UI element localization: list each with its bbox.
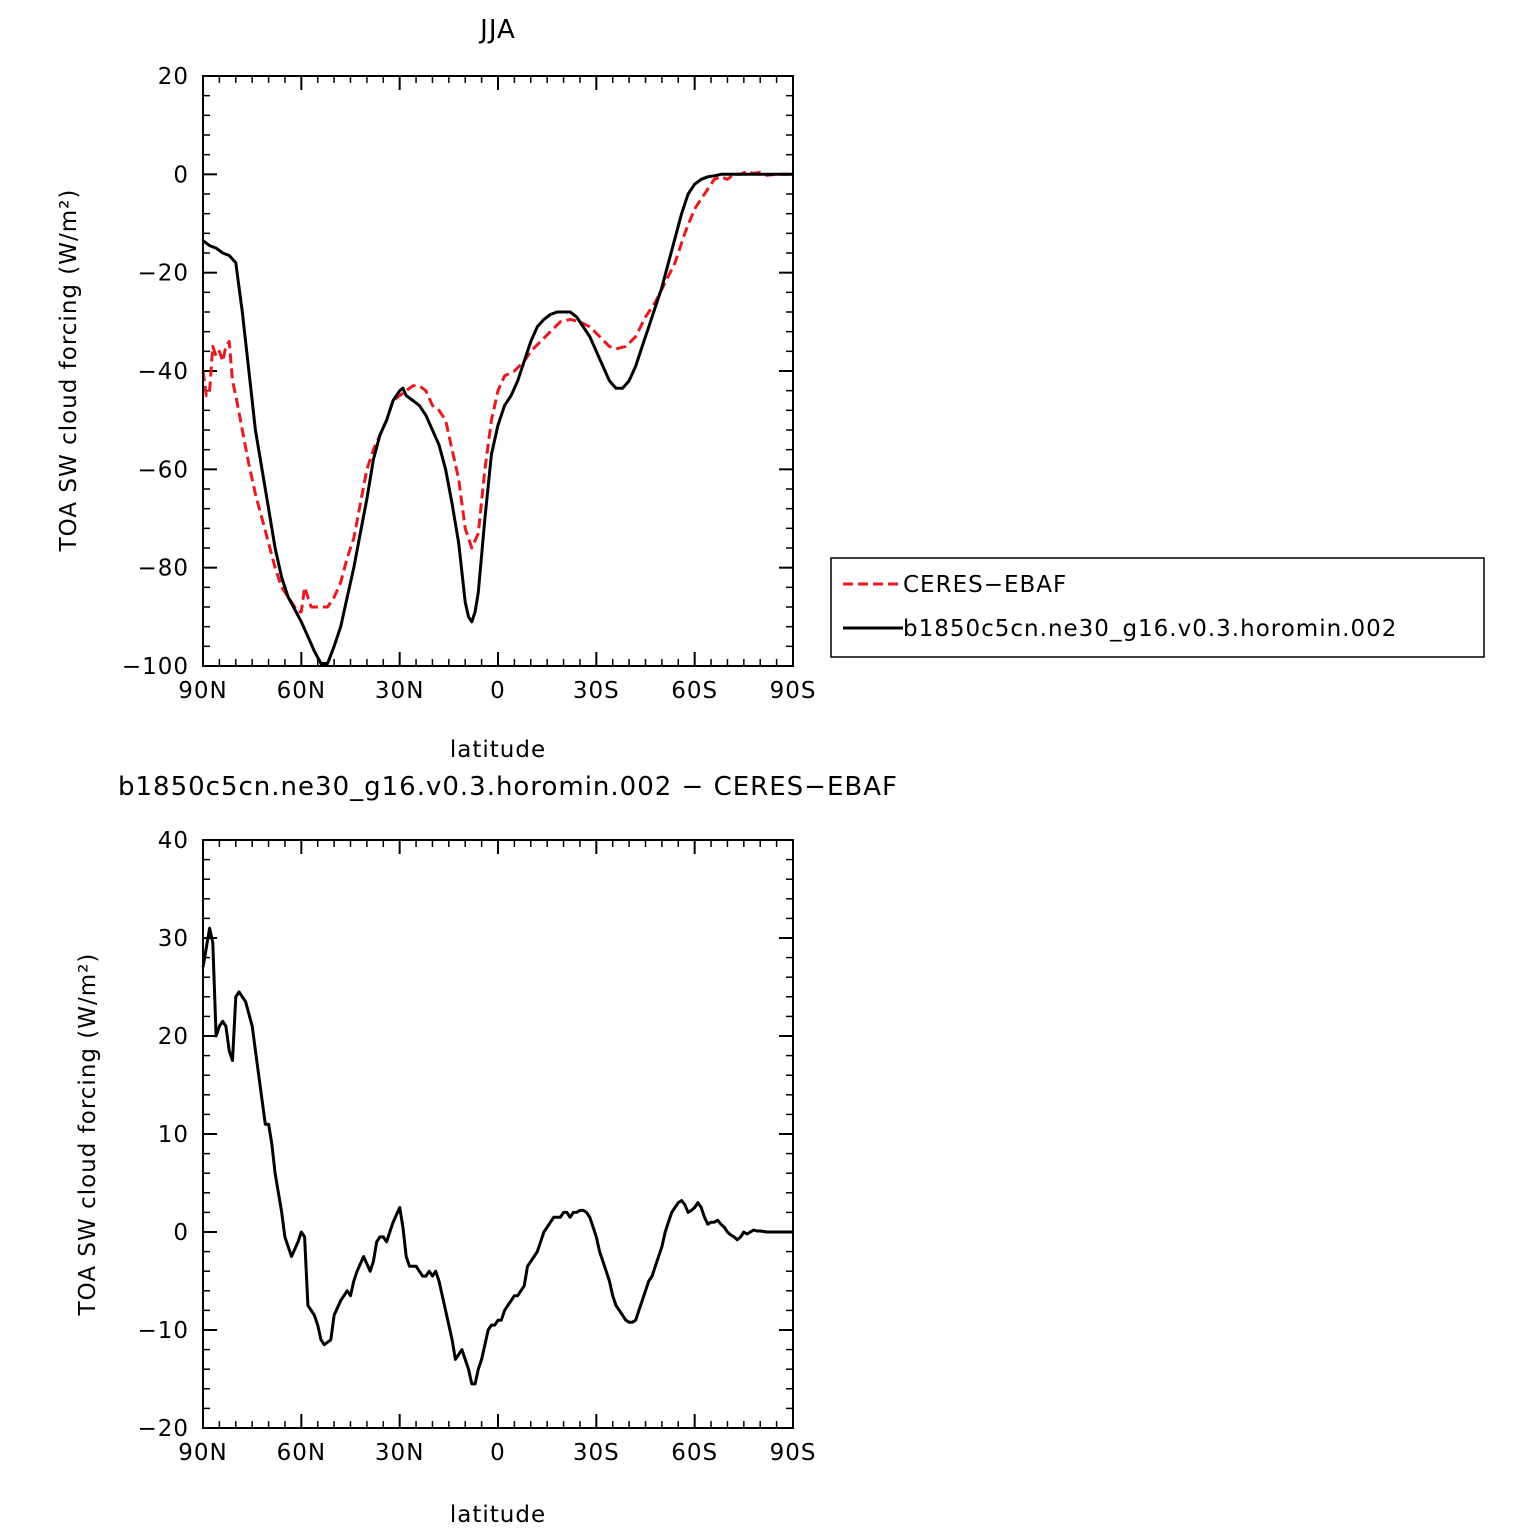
bottom-x-tick-label: 60N xyxy=(277,1440,326,1466)
legend-label-ceres: CERES−EBAF xyxy=(903,572,1067,598)
bottom-y-tick-label: −20 xyxy=(137,1416,189,1442)
bottom-x-tick-label: 0 xyxy=(490,1440,506,1466)
bottom-tick-labels: 90N 60N 30N 0 30S 60S 90S 40 30 20 10 0 −10 −20 xyxy=(137,828,817,1466)
top-x-tick-label: 30N xyxy=(375,678,424,704)
top-x-tick-label: 60S xyxy=(671,678,718,704)
top-series-line-1 xyxy=(202,172,793,665)
top-x-tick-label: 90S xyxy=(770,678,817,704)
top-y-tick-label: −40 xyxy=(137,359,189,385)
bottom-x-tick-label: 90N xyxy=(178,1440,227,1466)
top-plot-lines xyxy=(201,169,793,665)
top-x-axis-label: latitude xyxy=(450,737,546,763)
bottom-x-tick-label: 60S xyxy=(671,1440,718,1466)
bottom-y-tick-label: 40 xyxy=(158,828,189,854)
bottom-x-tick-label: 30N xyxy=(375,1440,424,1466)
bottom-y-tick-label: 20 xyxy=(158,1024,189,1050)
top-y-tick-label: −20 xyxy=(137,261,189,287)
bottom-axis-ticks xyxy=(202,839,794,1429)
legend-box xyxy=(830,557,1485,658)
top-y-axis-label: TOA SW cloud forcing (W/m²) xyxy=(56,189,82,553)
top-plot-frame xyxy=(202,75,794,667)
bottom-y-axis-label: TOA SW cloud forcing (W/m²) xyxy=(75,953,101,1317)
bottom-x-tick-label: 30S xyxy=(573,1440,620,1466)
bottom-chart-title: b1850c5cn.ne30_g16.v0.3.horomin.002 − CE… xyxy=(118,772,898,802)
bottom-y-tick-label: −10 xyxy=(137,1318,189,1344)
top-y-tick-label: 20 xyxy=(158,64,189,90)
top-x-tick-label: 90N xyxy=(178,678,227,704)
bottom-x-axis-label: latitude xyxy=(450,1502,546,1528)
top-y-tick-label: −100 xyxy=(122,654,189,680)
legend-label-model: b1850c5cn.ne30_g16.v0.3.horomin.002 xyxy=(903,616,1397,642)
bottom-plot-lines xyxy=(201,926,793,1386)
bottom-y-tick-label: 30 xyxy=(158,926,189,952)
top-y-tick-label: −60 xyxy=(137,457,189,483)
bottom-panel: b1850c5cn.ne30_g16.v0.3.horomin.002 − CE… xyxy=(75,772,898,1528)
bottom-y-tick-label: 10 xyxy=(158,1122,189,1148)
top-y-tick-label: −80 xyxy=(137,556,189,582)
top-y-tick-label: 0 xyxy=(173,162,189,188)
top-axis-ticks xyxy=(202,75,794,667)
bottom-y-tick-label: 0 xyxy=(173,1220,189,1246)
bottom-x-tick-label: 90S xyxy=(770,1440,817,1466)
top-x-tick-label: 30S xyxy=(573,678,620,704)
bottom-plot-frame xyxy=(202,839,794,1429)
top-series-line-0 xyxy=(201,169,793,614)
top-tick-labels: 90N 60N 30N 0 30S 60S 90S 20 0 −20 −40 −60 −80 −100 xyxy=(122,64,817,704)
top-panel: JJA TOA SW cloud forcing (W/m²) latitude… xyxy=(56,15,817,763)
legend: CERES−EBAF b1850c5cn.ne30_g16.v0.3.horom… xyxy=(830,557,1485,658)
top-chart-title: JJA xyxy=(478,15,516,45)
top-x-tick-label: 0 xyxy=(490,678,506,704)
bottom-series-line-0 xyxy=(201,926,793,1386)
top-x-tick-label: 60N xyxy=(277,678,326,704)
